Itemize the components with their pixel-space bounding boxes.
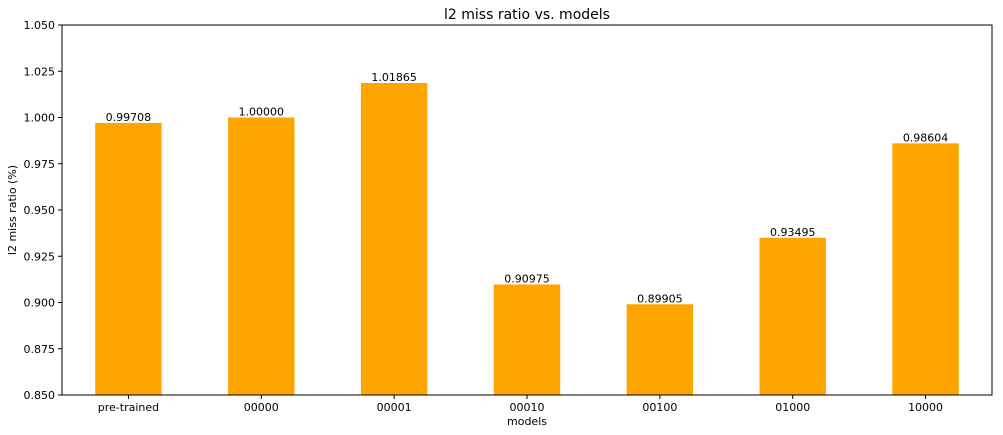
y-tick-label-1.000: 1.000 bbox=[24, 112, 56, 125]
x-axis-ticks: pre-trained 00000 00001 00010 00100 01000 1000… bbox=[98, 395, 943, 414]
y-tick-label-1.025: 1.025 bbox=[24, 65, 56, 78]
data-label-pre-trained: 0.99708 bbox=[106, 111, 152, 124]
x-tick-label-00100: 00100 bbox=[642, 401, 677, 414]
data-label-00000: 1.00000 bbox=[239, 106, 285, 119]
x-tick-label-00010: 00010 bbox=[510, 401, 545, 414]
bar-00100 bbox=[626, 304, 694, 395]
plot-frame bbox=[61, 24, 993, 396]
x-tick-label-00000: 00000 bbox=[244, 401, 279, 414]
data-label-01000: 0.93495 bbox=[770, 226, 816, 239]
data-labels-layer: 0.99708 1.00000 1.01865 0.90975 0.89905 0.934… bbox=[106, 71, 949, 305]
data-label-00010: 0.90975 bbox=[504, 272, 550, 285]
y-axis-ticks: 0.850 0.875 0.900 0.925 0.950 0.975 1.000 1.025… bbox=[24, 19, 62, 402]
y-axis-label: l2 miss ratio (%) bbox=[6, 165, 19, 255]
y-tick-label-0.850: 0.850 bbox=[24, 389, 56, 402]
y-tick-label-0.925: 0.925 bbox=[24, 250, 56, 263]
x-tick-label-01000: 01000 bbox=[775, 401, 810, 414]
bar-01000 bbox=[759, 237, 826, 395]
x-axis-label: models bbox=[507, 415, 547, 428]
bar-00001 bbox=[360, 83, 428, 395]
y-tick-label-0.875: 0.875 bbox=[24, 343, 56, 356]
bar-10000 bbox=[892, 143, 959, 395]
data-label-10000: 0.98604 bbox=[903, 131, 949, 144]
bar-00000 bbox=[228, 117, 295, 395]
y-tick-label-1.050: 1.050 bbox=[24, 19, 56, 32]
data-label-00001: 1.01865 bbox=[371, 71, 417, 84]
x-tick-label-pre-trained: pre-trained bbox=[98, 401, 159, 414]
x-tick-label-00001: 00001 bbox=[377, 401, 412, 414]
y-tick-label-0.975: 0.975 bbox=[24, 158, 56, 171]
bar-pre-trained bbox=[95, 122, 162, 396]
y-tick-label-0.950: 0.950 bbox=[24, 204, 56, 217]
data-label-00100: 0.89905 bbox=[637, 292, 683, 305]
x-tick-label-10000: 10000 bbox=[908, 401, 943, 414]
bar-00010 bbox=[493, 284, 561, 395]
chart-title: l2 miss ratio vs. models bbox=[444, 7, 610, 23]
y-tick-label-0.900: 0.900 bbox=[24, 297, 56, 310]
bars-layer bbox=[95, 83, 959, 396]
